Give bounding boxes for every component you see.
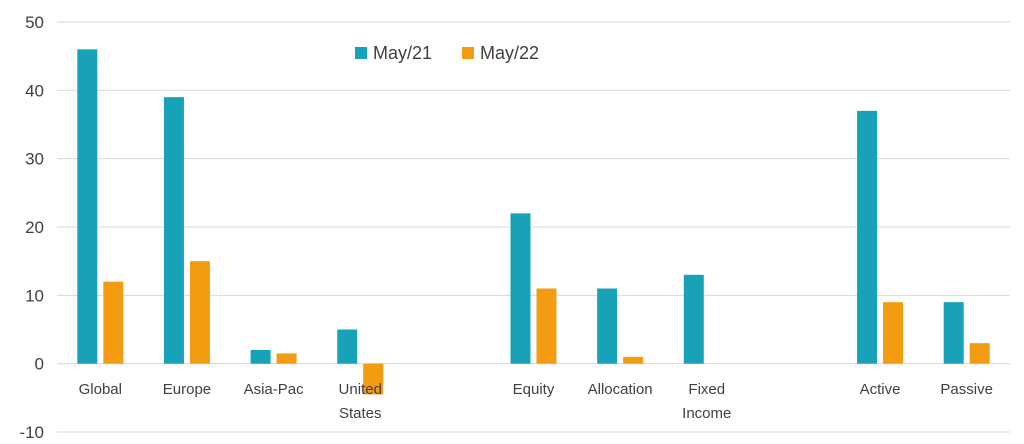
category-label: States [339, 405, 382, 422]
y-tick-label: 20 [25, 218, 44, 237]
bar-may22 [189, 261, 210, 364]
bar-may22 [536, 288, 557, 364]
category-label: Equity [513, 381, 555, 398]
category-label: Passive [940, 381, 993, 398]
bar-may22 [883, 302, 904, 364]
y-tick-label: 0 [35, 355, 44, 374]
bar-may21 [683, 274, 704, 364]
y-tick-label: -10 [19, 423, 44, 442]
bar-may21 [337, 329, 358, 364]
bars [77, 49, 990, 395]
legend: May/21 May/22 [355, 43, 539, 63]
category-label: Asia-Pac [244, 381, 305, 398]
category-label: Global [79, 381, 122, 398]
bar-may21 [250, 350, 271, 364]
gridlines [57, 21, 1010, 433]
bar-may21 [597, 288, 618, 364]
legend-label-series-2: May/22 [480, 43, 539, 63]
y-tick-label: 40 [25, 81, 44, 100]
bar-may21 [857, 110, 878, 364]
legend-swatch-series-1 [355, 47, 367, 59]
bar-may22 [103, 281, 124, 364]
category-label: Active [860, 381, 901, 398]
bar-may22 [363, 363, 384, 395]
y-tick-label: 30 [25, 150, 44, 169]
bar-may21 [510, 213, 531, 364]
category-label: United [339, 381, 382, 398]
legend-label-series-1: May/21 [373, 43, 432, 63]
category-label: Income [682, 405, 731, 422]
y-tick-label: 50 [25, 13, 44, 32]
category-label: Europe [163, 381, 211, 398]
y-axis-tick-labels: 50 40 30 20 10 0 -10 [19, 13, 44, 442]
bar-may21 [943, 302, 964, 364]
bar-may21 [77, 49, 98, 364]
bar-may22 [623, 356, 644, 364]
bar-may21 [163, 97, 184, 364]
legend-swatch-series-2 [462, 47, 474, 59]
category-label: Allocation [588, 381, 653, 398]
y-tick-label: 10 [25, 286, 44, 305]
category-labels: Global Europe Asia-Pac United States Equity Al… [79, 381, 993, 422]
bar-may22 [969, 343, 990, 364]
category-label: Fixed [688, 381, 725, 398]
bar-may22 [276, 353, 297, 364]
